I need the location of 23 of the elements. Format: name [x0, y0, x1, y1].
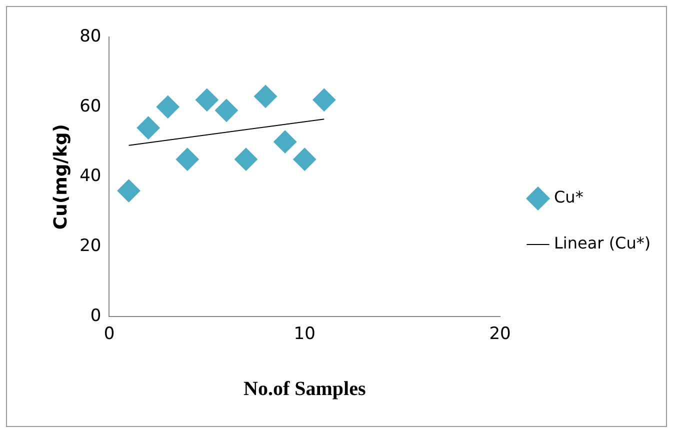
point	[312, 88, 336, 112]
legend-label: Cu*	[554, 188, 584, 207]
point	[214, 98, 238, 122]
x-axis-title: No.of Samples	[244, 378, 366, 400]
point	[117, 179, 140, 202]
point	[136, 116, 160, 140]
y-tick-label: 40	[80, 166, 102, 186]
point	[156, 95, 180, 118]
y-axis-title: Cu(mg/kg)	[50, 124, 72, 230]
y-tick-label: 60	[80, 96, 102, 116]
point	[176, 148, 199, 171]
y-tick-label: 20	[80, 236, 102, 256]
point	[274, 130, 297, 154]
legend-label: Linear (Cu*)	[554, 234, 651, 253]
y-tick-label: 0	[90, 306, 102, 326]
x-tick-label: 0	[104, 324, 115, 344]
x-tick-label: 20	[489, 324, 511, 344]
point	[195, 88, 218, 112]
y-tick-label: 80	[80, 26, 102, 46]
point	[254, 84, 278, 108]
x-tick-label: 10	[294, 324, 316, 344]
point	[293, 148, 316, 171]
point	[234, 148, 258, 171]
